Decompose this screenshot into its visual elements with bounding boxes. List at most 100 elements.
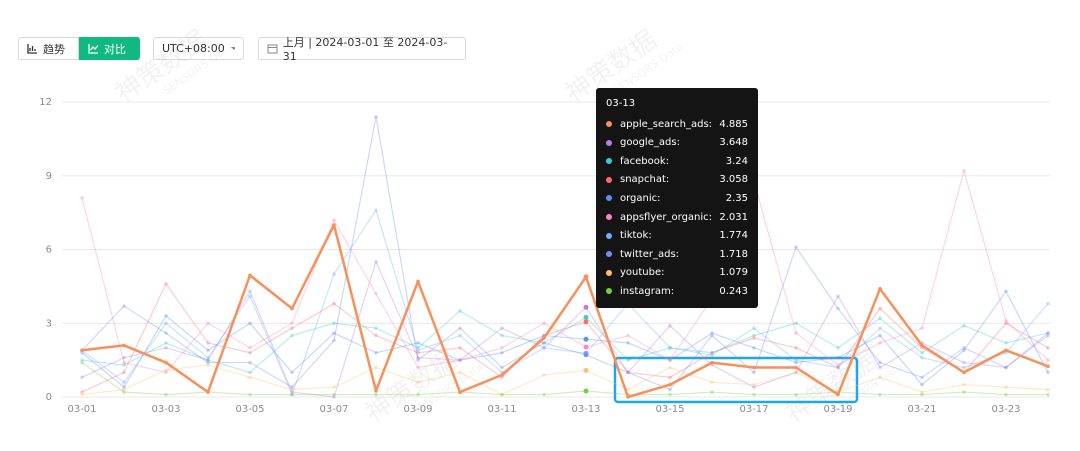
data-point: [583, 304, 589, 310]
data-point: [626, 395, 630, 399]
timezone-select[interactable]: UTC+08:00: [153, 37, 244, 60]
data-label: 0.243: [719, 285, 748, 297]
data-point: [878, 392, 882, 397]
data-point: [1004, 365, 1008, 370]
data-point: [710, 390, 714, 394]
data-point: [248, 294, 252, 299]
legend-dot: [606, 269, 612, 276]
data-point: [836, 346, 840, 350]
data-point: [164, 370, 168, 375]
data-point: [290, 333, 294, 338]
legend-label: tiktok: [620, 230, 652, 241]
data-point: [920, 343, 924, 348]
data-point: [1004, 318, 1008, 323]
data-point: [668, 387, 672, 392]
data-point: [542, 392, 546, 397]
date-picker[interactable]: 上月 | 2024-03-01 至 2024-03-31: [258, 36, 466, 63]
date-range-label: 上月 | 2024-03-01 至 2024-03-31: [282, 36, 448, 63]
compare-button[interactable]: 对比: [79, 37, 140, 60]
data-point: [290, 326, 294, 330]
data-point: [794, 360, 798, 365]
series-line: [81, 223, 1049, 399]
data-point: [164, 314, 168, 318]
data-point: [374, 350, 378, 355]
tooltip-row: google_ads 3.648: [606, 136, 748, 150]
series-line: [81, 290, 1049, 388]
data-point: [752, 333, 756, 338]
tooltip-row: facebook 3.24: [606, 154, 748, 168]
data-point: [206, 390, 210, 394]
data-point: [290, 321, 294, 326]
legend-dot: [606, 214, 612, 220]
data-point: [1004, 385, 1008, 389]
x-tick-label: 03-13: [571, 404, 600, 415]
data-point: [962, 360, 966, 365]
data-point: [878, 341, 882, 345]
y-tick-label: 12: [39, 97, 52, 108]
data-point: [626, 370, 630, 375]
y-tick-label: 3: [46, 318, 52, 329]
data-point: [794, 331, 798, 335]
data-point: [668, 346, 672, 350]
series-line: [81, 261, 1049, 398]
data-label: 3.24: [725, 155, 748, 167]
data-point: [290, 306, 294, 311]
data-point: [710, 380, 714, 385]
data-point: [878, 360, 882, 365]
data-point: [542, 321, 546, 326]
data-point: [668, 382, 672, 387]
data-point: [500, 333, 504, 338]
trend-label: 趋势: [43, 42, 65, 56]
data-point: [206, 355, 210, 360]
data-point: [752, 346, 756, 350]
data-point: [920, 390, 924, 394]
data-point: [794, 370, 798, 375]
data-point: [668, 346, 672, 350]
data-point: [1004, 365, 1008, 370]
legend-label: youtube: [620, 267, 665, 278]
data-point: [164, 321, 168, 326]
legend-label: snapchat: [620, 174, 669, 185]
data-point: [920, 326, 924, 330]
data-point: [80, 375, 84, 380]
data-point: [374, 365, 378, 370]
series-line: [81, 170, 1049, 374]
data-point: [374, 291, 378, 296]
x-tick-label: 03-19: [823, 404, 852, 415]
x-tick-label: 03-23: [991, 404, 1020, 415]
data-point: [458, 346, 462, 350]
data-point: [416, 365, 420, 370]
data-point: [710, 350, 714, 355]
data-point: [752, 326, 756, 330]
data-point: [920, 355, 924, 360]
data-point: [332, 218, 336, 222]
trend-button[interactable]: 趋势: [18, 37, 79, 60]
data-point: [752, 392, 756, 397]
data-label: 4.885: [719, 118, 748, 130]
data-point: [500, 350, 504, 355]
data-point: [290, 387, 294, 392]
data-point: [836, 392, 840, 397]
data-point: [248, 370, 252, 375]
data-point: [290, 385, 294, 389]
data-point: [80, 392, 84, 397]
data-point: [794, 346, 798, 350]
data-point: [794, 365, 798, 370]
data-point: [248, 360, 252, 365]
data-point: [374, 208, 378, 212]
tooltip-title: 03-13: [606, 98, 636, 109]
data-point: [458, 358, 462, 362]
data-point: [1046, 331, 1050, 335]
data-point: [122, 380, 126, 385]
data-point: [416, 350, 420, 355]
legend-label: instagram: [620, 286, 674, 297]
data-point: [962, 169, 966, 173]
data-point: [122, 360, 126, 365]
data-point: [542, 341, 546, 345]
data-point: [80, 348, 84, 353]
data-point: [416, 355, 420, 360]
data-point: [374, 389, 378, 393]
x-tick-label: 03-11: [487, 404, 516, 415]
data-point: [206, 341, 210, 345]
